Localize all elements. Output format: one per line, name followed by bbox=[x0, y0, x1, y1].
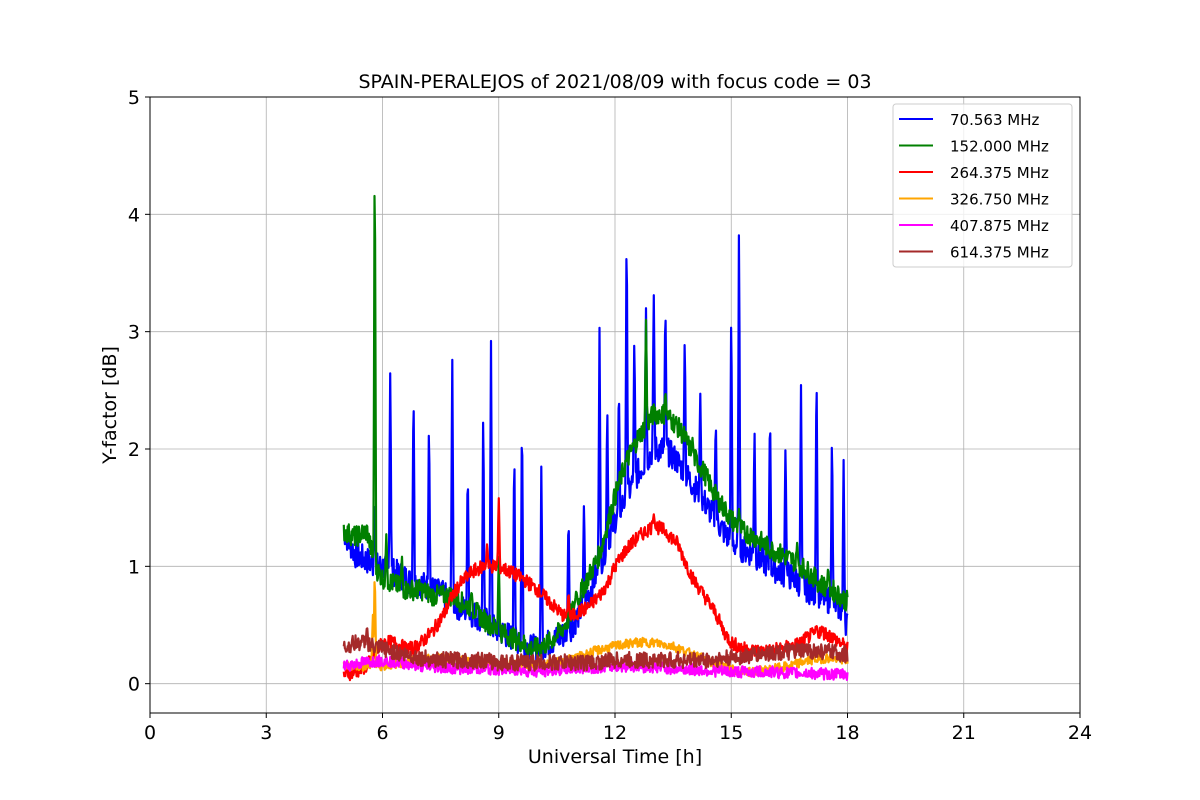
legend-box bbox=[892, 103, 1073, 268]
series-line bbox=[342, 234, 849, 664]
y-axis-ticks: 0 1 2 3 4 5 bbox=[128, 87, 150, 696]
x-tick-label: 3 bbox=[260, 722, 272, 744]
series-line bbox=[342, 627, 849, 672]
plot-area bbox=[342, 194, 849, 682]
series-line bbox=[342, 654, 849, 681]
x-tick-label: 24 bbox=[1068, 722, 1092, 744]
legend-label: 264.375 MHz bbox=[950, 164, 1049, 182]
y-tick-label: 3 bbox=[128, 322, 140, 344]
x-axis-label: Universal Time [h] bbox=[528, 746, 702, 768]
x-tick-label: 6 bbox=[376, 722, 388, 744]
y-tick-label: 5 bbox=[128, 87, 140, 109]
y-axis-label: Y-factor [dB] bbox=[99, 346, 121, 465]
legend-label: 614.375 MHz bbox=[950, 244, 1049, 262]
series-line bbox=[342, 194, 849, 658]
y-tick-label: 2 bbox=[128, 439, 140, 461]
x-tick-label: 21 bbox=[952, 722, 976, 744]
x-tick-label: 0 bbox=[144, 722, 156, 744]
x-tick-label: 9 bbox=[493, 722, 505, 744]
legend-label: 407.875 MHz bbox=[950, 217, 1049, 235]
x-tick-label: 12 bbox=[603, 722, 627, 744]
y-tick-label: 4 bbox=[128, 204, 140, 226]
legend: 70.563 MHz 152.000 MHz 264.375 MHz 326.750 … bbox=[892, 103, 1073, 268]
y-tick-label: 0 bbox=[128, 674, 140, 696]
x-axis-ticks: 0 3 6 9 12 15 18 21 24 bbox=[144, 713, 1092, 744]
legend-label: 326.750 MHz bbox=[950, 191, 1049, 209]
x-tick-label: 15 bbox=[719, 722, 743, 744]
series-line bbox=[342, 497, 849, 682]
legend-label: 152.000 MHz bbox=[950, 138, 1049, 156]
y-tick-label: 1 bbox=[128, 556, 140, 578]
chart-title: SPAIN-PERALEJOS of 2021/08/09 with focus… bbox=[358, 71, 871, 93]
legend-label: 70.563 MHz bbox=[950, 111, 1039, 129]
x-tick-label: 18 bbox=[835, 722, 859, 744]
